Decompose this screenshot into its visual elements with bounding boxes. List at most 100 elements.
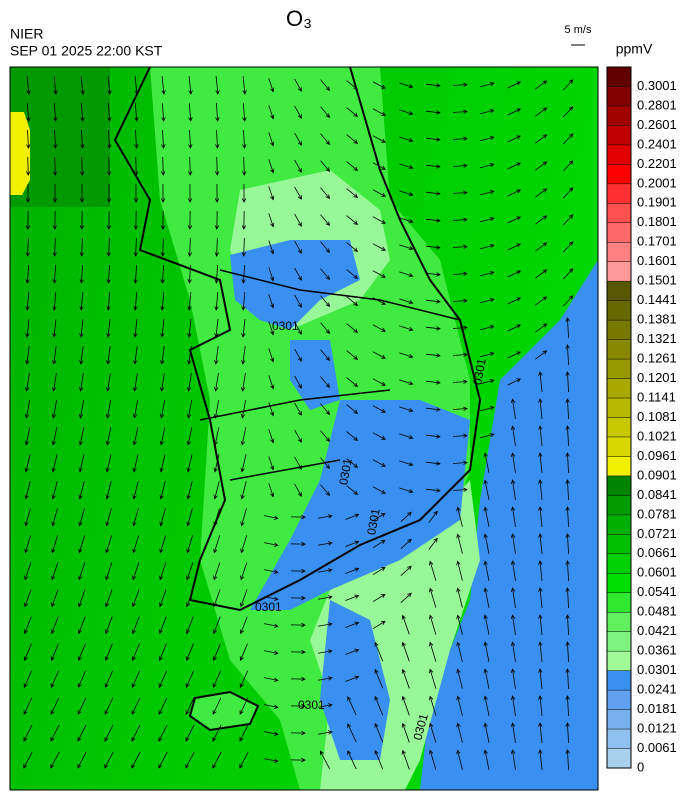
- wind-arrow: [510, 560, 516, 581]
- wind-arrow: [372, 81, 386, 89]
- wind-arrow: [268, 132, 275, 147]
- wind-arrow: [187, 183, 193, 203]
- wind-arrow: [24, 589, 32, 608]
- wind-arrow: [562, 160, 574, 172]
- wind-arrow: [268, 240, 275, 255]
- wind-arrow: [160, 346, 165, 365]
- contour-label: 0301: [364, 507, 382, 536]
- wind-arrow: [105, 508, 112, 527]
- wind-arrow: [480, 216, 495, 223]
- wind-arrow: [535, 215, 548, 225]
- wind-arrow: [185, 670, 195, 689]
- wind-arrow: [134, 76, 139, 95]
- wind-arrow: [372, 297, 386, 305]
- wind-arrow: [320, 79, 331, 92]
- wind-arrow: [240, 454, 247, 473]
- colorbar-label: 0.1141: [637, 389, 676, 404]
- island: [188, 690, 260, 732]
- wind-arrow: [159, 454, 166, 473]
- colorbar-label: 0.1701: [637, 234, 677, 249]
- wind-arrow: [372, 135, 386, 143]
- wind-arrow: [452, 379, 468, 384]
- wind-arrow: [320, 484, 331, 497]
- wind-arrow: [565, 425, 570, 447]
- wind-arrow: [372, 405, 386, 413]
- wind-arrow: [538, 668, 543, 689]
- wind-arrow: [160, 319, 165, 338]
- wind-arrow: [456, 614, 463, 635]
- wind-arrow: [429, 668, 437, 689]
- wind-arrow: [562, 79, 574, 91]
- wind-arrow: [50, 616, 59, 635]
- wind-arrow: [78, 427, 85, 446]
- wind-arrow: [562, 295, 574, 307]
- wind-arrow: [106, 319, 111, 338]
- wind-arrow: [480, 135, 495, 142]
- wind-arrow: [318, 568, 333, 573]
- wind-arrow: [400, 538, 412, 550]
- wind-arrow: [510, 614, 516, 635]
- wind-arrow: [133, 183, 139, 203]
- colorbar-box: [607, 748, 631, 768]
- wind-arrow: [426, 110, 441, 115]
- wind-arrow: [132, 535, 140, 554]
- wind-arrow: [399, 163, 414, 170]
- wind-arrow: [241, 156, 247, 176]
- wind-arrow: [565, 560, 570, 582]
- wind-arrow: [345, 567, 360, 574]
- wind-arrow: [52, 319, 57, 338]
- wind-arrow: [456, 722, 463, 743]
- wind-arrow: [290, 595, 306, 601]
- wind-arrow: [345, 648, 360, 655]
- colorbar-box: [607, 495, 631, 515]
- colorbar-box: [607, 612, 631, 632]
- wind-arrow: [294, 375, 302, 389]
- map-frame: [9, 66, 599, 791]
- wind-arrow: [161, 76, 166, 95]
- wind-arrow: [294, 294, 302, 308]
- wind-arrow: [80, 102, 85, 122]
- colorbar-label: 0.0241: [637, 682, 677, 697]
- wind-arrow: [106, 264, 111, 284]
- wind-arrow: [510, 452, 516, 473]
- wind-arrow: [215, 102, 220, 122]
- colorbar-box: [607, 475, 631, 496]
- wind-arrow: [158, 724, 168, 742]
- wind-arrow: [107, 102, 112, 122]
- wind-arrow: [346, 80, 359, 90]
- colorbar-label: 0.1501: [637, 273, 677, 288]
- wind-arrow: [268, 105, 275, 120]
- wind-arrow: [239, 616, 248, 635]
- wind-arrow: [159, 400, 166, 419]
- wind-arrow: [399, 325, 414, 332]
- wind-arrow: [372, 108, 386, 116]
- wind-arrow: [105, 454, 112, 473]
- wind-arrow: [399, 406, 414, 413]
- inland-blue-zone: [250, 400, 470, 610]
- wind-arrow: [25, 183, 31, 203]
- wind-arrow: [426, 326, 441, 331]
- wind-arrow: [268, 186, 275, 201]
- wind-arrow: [78, 562, 86, 581]
- south-blue-zone: [320, 600, 390, 760]
- wind-arrow: [79, 346, 84, 365]
- wind-arrow: [318, 622, 333, 627]
- wind-arrow: [320, 430, 331, 443]
- wind-arrow: [510, 533, 516, 554]
- wind-arrow: [186, 481, 193, 500]
- wind-arrow: [185, 724, 195, 742]
- wind-arrow: [320, 322, 331, 335]
- wind-arrow: [290, 514, 306, 520]
- wind-arrow: [160, 183, 166, 203]
- wind-arrow: [268, 294, 275, 309]
- wind-arrow: [456, 695, 463, 716]
- wind-arrow: [264, 650, 279, 655]
- wind-arrow: [452, 298, 468, 303]
- wind-arrow: [507, 135, 522, 143]
- wind-arrow: [187, 156, 193, 176]
- wind-arrow: [106, 183, 112, 203]
- wind-arrow: [510, 479, 516, 500]
- wind-arrow: [104, 697, 114, 715]
- wind-arrow: [53, 129, 58, 149]
